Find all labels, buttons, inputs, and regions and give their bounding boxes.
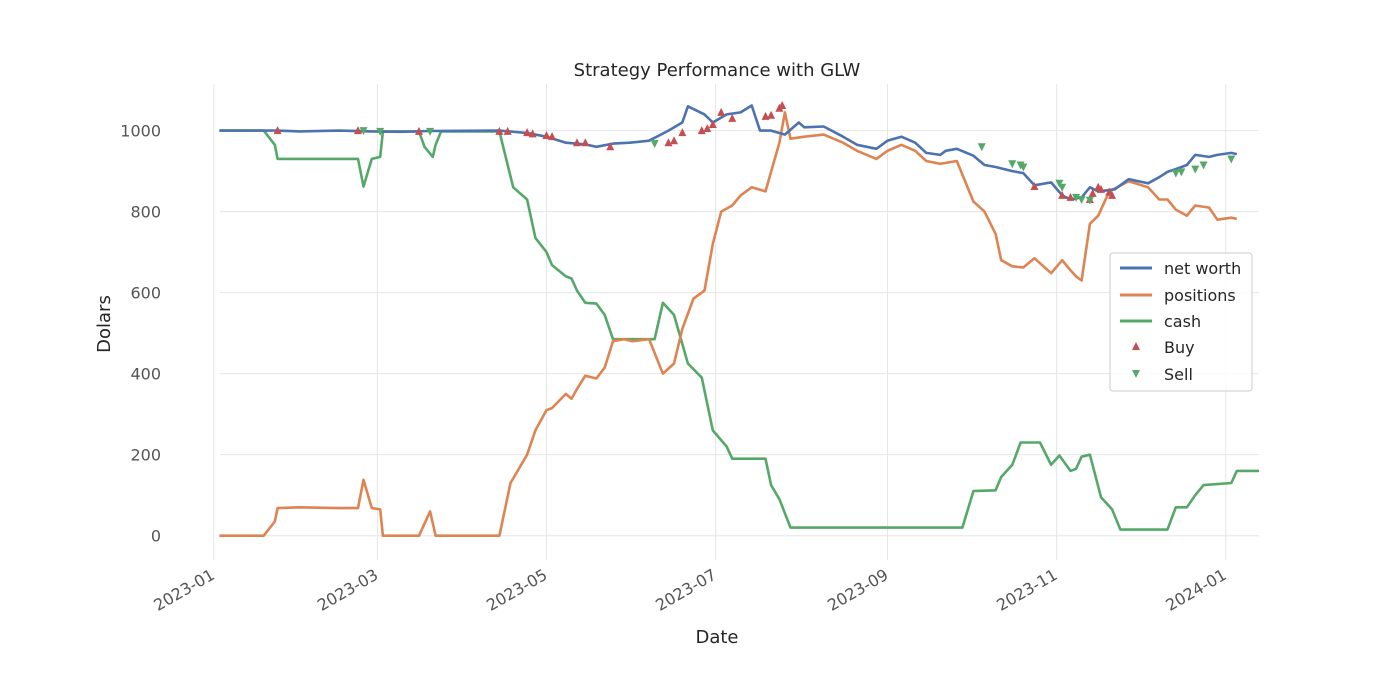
buy-marker-32 <box>1108 190 1117 199</box>
buy-marker-14 <box>678 128 687 137</box>
buy-marker-1 <box>353 126 362 135</box>
buy-marker-24 <box>1030 181 1039 190</box>
sell-marker-14 <box>1177 168 1186 177</box>
buy-marker-10 <box>581 138 590 147</box>
buy-marker-11 <box>606 142 615 151</box>
series-line-cash <box>219 129 1259 531</box>
buy-marker-12 <box>664 138 673 147</box>
legend: net worth positions cash Buy Sell <box>1109 252 1253 392</box>
buy-marker-3 <box>495 126 504 135</box>
buy-marker-2 <box>414 126 423 135</box>
y-tick-label-800: 800 <box>130 203 161 222</box>
sell-marker-17 <box>1227 155 1236 164</box>
buy-marker-15 <box>697 126 706 135</box>
legend-label-buy: Buy <box>1164 338 1195 357</box>
y-tick-label-200: 200 <box>130 446 161 465</box>
legend-buy-triangle-icon <box>1132 342 1140 350</box>
buy-marker-26 <box>1066 192 1075 201</box>
x-tick-label-2023-11: 2023-11 <box>993 565 1060 615</box>
x-tick-label-2023-03: 2023-03 <box>314 565 381 615</box>
buy-marker-16 <box>703 124 712 133</box>
sell-marker-5 <box>1008 160 1017 169</box>
sell-marker-4 <box>977 143 986 152</box>
legend-label-net-worth: net worth <box>1164 259 1241 278</box>
buy-marker-28 <box>1088 188 1097 197</box>
x-tick-label-2023-07: 2023-07 <box>652 565 719 615</box>
sell-marker-13 <box>1171 169 1180 178</box>
buy-marker-23 <box>778 100 787 109</box>
buy-marker-4 <box>503 126 512 135</box>
buy-marker-5 <box>523 128 532 137</box>
series-line-positions <box>219 111 1238 537</box>
y-tick-label-600: 600 <box>130 284 161 303</box>
chart-title: Strategy Performance with GLW <box>574 60 861 81</box>
y-tick-label-1000: 1000 <box>120 122 161 141</box>
y-tick-label-400: 400 <box>130 365 161 384</box>
legend-box <box>1109 252 1253 392</box>
trade-markers <box>273 100 1236 205</box>
buy-marker-25 <box>1058 190 1067 199</box>
buy-marker-0 <box>273 126 282 135</box>
sell-marker-11 <box>1077 195 1086 204</box>
sell-marker-8 <box>1055 179 1064 188</box>
buy-marker-6 <box>528 129 537 138</box>
buy-marker-20 <box>761 111 770 120</box>
sell-marker-9 <box>1058 183 1067 192</box>
buy-marker-8 <box>548 132 557 141</box>
legend-label-cash: cash <box>1164 312 1201 331</box>
buy-marker-21 <box>767 110 776 119</box>
legend-label-positions: positions <box>1164 286 1236 305</box>
x-tick-label-2023-05: 2023-05 <box>483 565 550 615</box>
buy-marker-19 <box>728 113 737 122</box>
buy-marker-9 <box>572 138 581 147</box>
legend-label-sell: Sell <box>1164 365 1193 384</box>
buy-marker-30 <box>1096 184 1105 193</box>
grid <box>213 84 1259 560</box>
sell-marker-15 <box>1191 165 1200 174</box>
y-tick-label-0: 0 <box>151 527 161 546</box>
x-tick-label-2023-09: 2023-09 <box>824 565 891 615</box>
sell-marker-16 <box>1199 161 1208 170</box>
sell-marker-1 <box>376 127 385 136</box>
sell-marker-0 <box>359 127 368 136</box>
buy-marker-18 <box>717 107 726 116</box>
buy-marker-7 <box>542 130 551 139</box>
sell-marker-12 <box>1085 196 1094 205</box>
x-axis-label: Date <box>695 627 738 648</box>
x-tick-label-2023-01: 2023-01 <box>150 565 217 615</box>
sell-marker-7 <box>1019 163 1028 172</box>
x-tick-label-2024-01: 2024-01 <box>1162 565 1229 615</box>
series-lines <box>219 104 1259 537</box>
buy-marker-13 <box>670 136 679 145</box>
sell-marker-10 <box>1072 193 1081 202</box>
y-axis-label: Dolars <box>94 295 115 353</box>
series-line-net-worth <box>219 104 1238 201</box>
legend-sell-triangle-icon <box>1132 370 1140 378</box>
sell-marker-2 <box>426 127 435 136</box>
buy-marker-17 <box>708 120 717 129</box>
sell-marker-3 <box>650 140 659 149</box>
